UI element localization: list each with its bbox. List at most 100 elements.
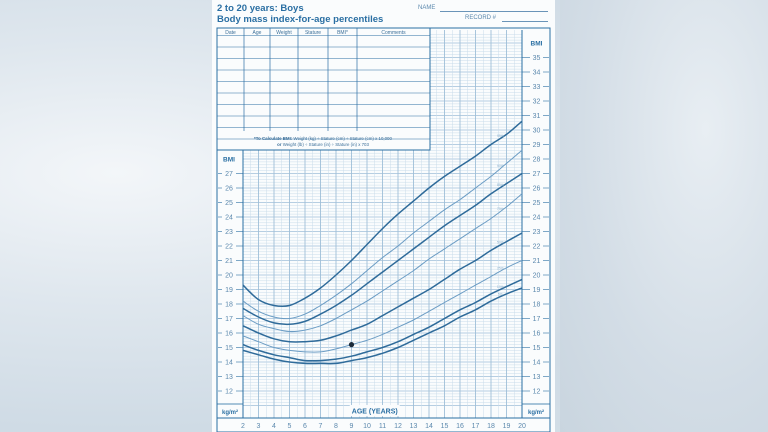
svg-text:11: 11 bbox=[379, 423, 386, 430]
svg-text:19: 19 bbox=[225, 287, 233, 294]
svg-text:25: 25 bbox=[533, 200, 541, 207]
svg-text:12: 12 bbox=[394, 423, 402, 430]
svg-text:28: 28 bbox=[533, 157, 541, 164]
name-label: NAME bbox=[418, 5, 436, 11]
percentile-curves: 95th 90th 85th 75th 50th 25th 10th 5th bbox=[242, 120, 523, 365]
svg-text:30: 30 bbox=[533, 128, 541, 135]
curve-95th bbox=[242, 120, 523, 308]
chart-title-line1: 2 to 20 years: Boys bbox=[217, 3, 304, 14]
svg-text:26: 26 bbox=[533, 186, 541, 193]
svg-text:13: 13 bbox=[533, 374, 541, 381]
svg-text:20: 20 bbox=[533, 273, 541, 280]
plotted-measurement-point[interactable] bbox=[348, 342, 355, 348]
grid bbox=[217, 30, 550, 419]
svg-text:14: 14 bbox=[225, 360, 233, 367]
svg-text:27: 27 bbox=[225, 171, 233, 178]
record-label: RECORD # bbox=[465, 15, 497, 21]
svg-text:18: 18 bbox=[225, 302, 233, 309]
chart-title-line2: Body mass index-for-age percentiles bbox=[217, 14, 384, 25]
svg-text:15: 15 bbox=[225, 345, 233, 352]
curve-85th bbox=[242, 172, 523, 326]
svg-text:17: 17 bbox=[225, 316, 233, 323]
svg-text:21: 21 bbox=[533, 258, 541, 265]
curve-10th bbox=[242, 278, 523, 362]
svg-text:20: 20 bbox=[225, 273, 233, 280]
svg-text:12: 12 bbox=[225, 389, 233, 396]
curve-50th bbox=[242, 232, 523, 343]
x-axis: 2 3 4 5 6 7 8 9 10 11 12 13 14 15 16 17 18 19 20 AGE (YEARS… bbox=[241, 405, 526, 430]
svg-text:13: 13 bbox=[225, 374, 233, 381]
bmi-formula-metric: *To Calculate BMI: Weight (kg) ÷ Stature… bbox=[254, 136, 392, 141]
curve-label-75th: 75th bbox=[497, 207, 504, 211]
x-axis-title: AGE (YEARS) bbox=[352, 409, 398, 416]
svg-text:17: 17 bbox=[533, 316, 541, 323]
svg-text:25: 25 bbox=[225, 200, 233, 207]
left-axis-title: BMI bbox=[223, 157, 235, 164]
table-header-age: Age bbox=[253, 30, 262, 36]
svg-text:13: 13 bbox=[410, 423, 418, 430]
svg-text:24: 24 bbox=[225, 215, 233, 222]
svg-text:16: 16 bbox=[456, 423, 464, 430]
svg-text:20: 20 bbox=[518, 423, 526, 430]
svg-text:4: 4 bbox=[272, 423, 276, 430]
svg-text:24: 24 bbox=[533, 215, 541, 222]
curve-75th bbox=[242, 193, 523, 333]
svg-text:22: 22 bbox=[533, 244, 541, 251]
curve-label-50th: 50th bbox=[497, 241, 504, 245]
table-header-stature: Stature bbox=[305, 30, 321, 36]
curve-label-25th: 25th bbox=[497, 267, 504, 271]
svg-text:16: 16 bbox=[225, 331, 233, 338]
record-field[interactable] bbox=[502, 21, 548, 22]
svg-text:15: 15 bbox=[533, 345, 541, 352]
svg-text:21: 21 bbox=[225, 258, 233, 265]
curve-label-85th: 85th bbox=[497, 183, 504, 187]
right-y-axis: 12 13 14 15 16 17 18 19 20 21 22 23 24 25 26 27 28 29 30 31… bbox=[521, 41, 551, 419]
left-axis-unit: kg/m² bbox=[222, 409, 238, 416]
svg-text:33: 33 bbox=[533, 84, 541, 91]
svg-text:2: 2 bbox=[241, 423, 245, 430]
svg-text:10: 10 bbox=[363, 423, 371, 430]
curve-label-95th: 95th bbox=[497, 134, 504, 138]
svg-text:16: 16 bbox=[533, 331, 541, 338]
svg-text:3: 3 bbox=[257, 423, 261, 430]
name-field[interactable] bbox=[440, 11, 548, 12]
table-header-comments: Comments bbox=[381, 30, 406, 36]
svg-text:32: 32 bbox=[533, 99, 541, 106]
svg-text:34: 34 bbox=[533, 70, 541, 77]
left-y-axis: 12 13 14 15 16 17 18 19 20 21 22 23 24 25 26 27 BMI kg/m² bbox=[216, 157, 244, 419]
background-right bbox=[560, 0, 768, 432]
svg-text:22: 22 bbox=[225, 244, 233, 251]
svg-text:31: 31 bbox=[533, 113, 541, 120]
svg-text:15: 15 bbox=[441, 423, 449, 430]
curve-90th bbox=[242, 149, 523, 320]
svg-text:14: 14 bbox=[533, 360, 541, 367]
table-header-weight: Weight bbox=[276, 30, 292, 36]
svg-text:9: 9 bbox=[350, 423, 354, 430]
curve-label-5th: 5th bbox=[498, 292, 503, 296]
svg-text:8: 8 bbox=[334, 423, 338, 430]
table-header-date: Date bbox=[225, 30, 236, 36]
svg-text:12: 12 bbox=[533, 389, 541, 396]
svg-text:7: 7 bbox=[319, 423, 323, 430]
curve-label-10th: 10th bbox=[497, 285, 504, 289]
svg-text:19: 19 bbox=[533, 287, 541, 294]
svg-text:18: 18 bbox=[487, 423, 495, 430]
bmi-formula-imperial: or Weight (lb) ÷ Stature (in) ÷ Stature … bbox=[277, 142, 369, 147]
curve-label-90th: 90th bbox=[497, 164, 504, 168]
curve-25th bbox=[242, 260, 523, 353]
svg-text:29: 29 bbox=[533, 142, 541, 149]
right-axis-unit: kg/m² bbox=[528, 409, 544, 416]
svg-text:23: 23 bbox=[225, 229, 233, 236]
record-table: Date Age Weight Stature BMI* Comments *To Calc… bbox=[216, 27, 431, 151]
curve-5th bbox=[242, 287, 523, 365]
svg-text:17: 17 bbox=[472, 423, 480, 430]
svg-text:23: 23 bbox=[533, 229, 541, 236]
table-header-bmi: BMI* bbox=[337, 30, 348, 36]
svg-text:27: 27 bbox=[533, 171, 541, 178]
svg-text:35: 35 bbox=[533, 55, 541, 62]
svg-text:6: 6 bbox=[303, 423, 307, 430]
right-axis-title: BMI bbox=[531, 41, 543, 48]
svg-text:18: 18 bbox=[533, 302, 541, 309]
svg-text:14: 14 bbox=[425, 423, 433, 430]
